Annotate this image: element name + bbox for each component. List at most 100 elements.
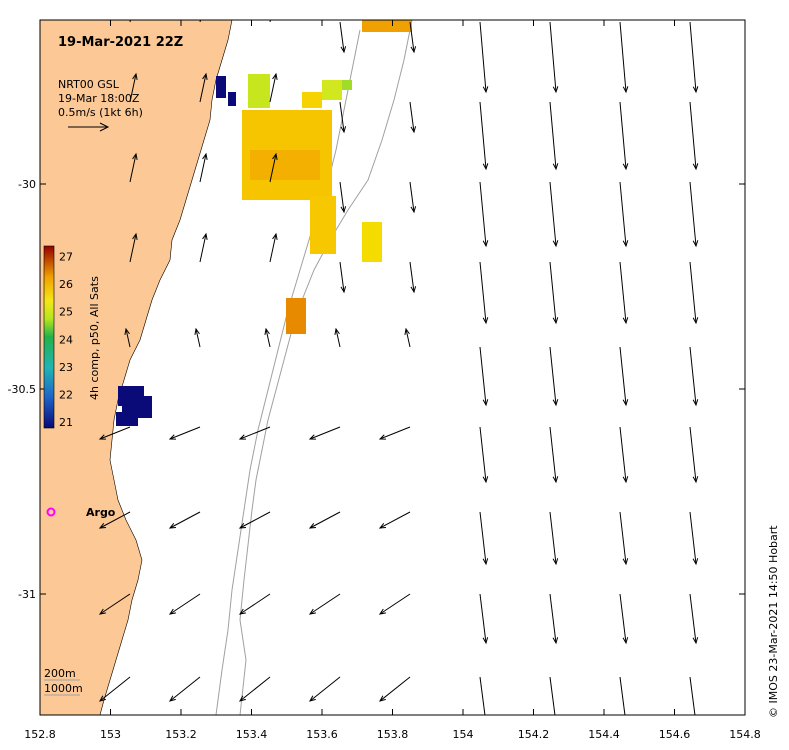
current-arrow bbox=[689, 593, 699, 645]
current-arrow bbox=[269, 20, 271, 23]
current-arrow bbox=[199, 152, 208, 183]
current-arrow bbox=[378, 426, 411, 440]
colorbar-tick-label: 24 bbox=[59, 333, 73, 346]
current-arrow bbox=[194, 327, 201, 348]
current-arrow bbox=[378, 593, 411, 615]
colorbar bbox=[43, 245, 55, 429]
current-arrow bbox=[124, 327, 131, 348]
info-line-2: 19-Mar 18:00Z bbox=[58, 92, 140, 105]
scale-arrow bbox=[68, 122, 110, 132]
current-arrow bbox=[619, 593, 629, 645]
current-arrow bbox=[168, 676, 201, 702]
current-arrow bbox=[199, 72, 208, 103]
current-arrow bbox=[689, 101, 699, 171]
current-arrow bbox=[339, 261, 347, 294]
x-tick-label: 153.6 bbox=[306, 728, 338, 741]
current-arrow bbox=[129, 72, 138, 103]
colorbar-tick-label: 27 bbox=[59, 251, 73, 264]
current-arrow bbox=[549, 593, 559, 645]
colorbar-label: 4h comp, p50, All Sats bbox=[88, 276, 101, 400]
current-arrow bbox=[409, 101, 417, 134]
current-arrow bbox=[549, 346, 559, 407]
x-axis-ticks: 152.8 153 153.2 153.4 153.6 153.8 154 154.2 154.… bbox=[24, 20, 761, 741]
x-tick-label: 153.8 bbox=[377, 728, 409, 741]
current-arrow bbox=[409, 21, 417, 54]
current-arrow bbox=[168, 593, 201, 615]
current-arrow bbox=[238, 676, 271, 702]
current-arrow bbox=[619, 261, 629, 325]
land-mass bbox=[40, 20, 233, 715]
current-arrow bbox=[238, 511, 271, 529]
current-arrow bbox=[689, 426, 699, 484]
current-arrow bbox=[129, 152, 138, 183]
y-tick-label: -30 bbox=[18, 178, 36, 191]
current-arrow bbox=[339, 101, 347, 134]
current-arrow bbox=[760, 22, 768, 92]
current-arrow bbox=[689, 21, 699, 94]
current-arrow bbox=[409, 261, 417, 294]
current-arrow bbox=[760, 427, 768, 482]
current-vectors bbox=[98, 20, 768, 715]
current-arrow bbox=[549, 261, 559, 325]
current-arrow bbox=[339, 181, 347, 214]
current-arrow bbox=[619, 181, 629, 248]
colorbar-tick-label: 23 bbox=[59, 361, 73, 374]
current-arrow bbox=[479, 426, 489, 484]
x-tick-label: 154.4 bbox=[588, 728, 620, 741]
current-arrow bbox=[760, 262, 768, 323]
current-arrow bbox=[479, 593, 489, 645]
current-arrow bbox=[129, 232, 138, 263]
current-arrow bbox=[479, 261, 489, 325]
current-arrow bbox=[619, 346, 629, 407]
current-arrow bbox=[689, 346, 699, 407]
current-arrow bbox=[378, 511, 411, 529]
info-line-3: 0.5m/s (1kt 6h) bbox=[58, 106, 143, 119]
current-arrow bbox=[308, 676, 341, 702]
current-arrow bbox=[689, 181, 699, 248]
current-arrow bbox=[199, 232, 208, 263]
x-tick-label: 154.2 bbox=[518, 728, 550, 741]
current-arrow bbox=[264, 327, 271, 348]
current-arrow bbox=[339, 21, 347, 54]
x-tick-label: 153 bbox=[100, 728, 121, 741]
current-arrow bbox=[479, 181, 489, 248]
current-arrow bbox=[689, 676, 696, 715]
current-arrow bbox=[308, 511, 341, 529]
current-arrow bbox=[549, 426, 559, 484]
current-arrow bbox=[549, 101, 559, 171]
map-title: 19-Mar-2021 22Z bbox=[58, 35, 183, 50]
current-arrow bbox=[269, 152, 278, 183]
current-arrow bbox=[308, 426, 341, 440]
current-arrow bbox=[168, 511, 201, 529]
current-arrow bbox=[98, 426, 131, 440]
current-arrow bbox=[238, 426, 271, 440]
y-tick-label: -31 bbox=[18, 588, 36, 601]
current-arrow bbox=[549, 181, 559, 248]
current-arrow bbox=[98, 676, 131, 702]
colorbar-tick-label: 26 bbox=[59, 278, 73, 291]
current-arrow bbox=[238, 593, 271, 615]
current-arrow bbox=[98, 511, 131, 529]
x-tick-label: 152.8 bbox=[24, 728, 56, 741]
current-arrow bbox=[760, 182, 768, 246]
current-arrow bbox=[479, 346, 489, 407]
current-arrow bbox=[619, 511, 629, 566]
contour-200m bbox=[215, 29, 361, 715]
colorbar-tick-label: 25 bbox=[59, 306, 73, 319]
colorbar-tick-label: 21 bbox=[59, 416, 73, 429]
y-axis-ticks: -30 -30.5 -31 bbox=[8, 178, 745, 601]
current-arrow bbox=[549, 511, 559, 566]
current-arrow bbox=[549, 21, 559, 94]
colorbar-ticks: 21 22 23 24 25 26 27 bbox=[59, 251, 73, 429]
current-arrow bbox=[334, 327, 341, 348]
current-arrow bbox=[98, 593, 131, 615]
colorbar-tick-label: 22 bbox=[59, 388, 73, 401]
depth-label-1000m: 1000m bbox=[44, 682, 83, 695]
current-arrow bbox=[619, 21, 629, 94]
current-arrow bbox=[479, 101, 489, 171]
current-arrow bbox=[168, 426, 201, 440]
x-tick-label: 154.6 bbox=[659, 728, 691, 741]
current-arrow bbox=[308, 593, 341, 615]
current-arrow bbox=[269, 232, 278, 263]
argo-marker bbox=[46, 507, 56, 517]
